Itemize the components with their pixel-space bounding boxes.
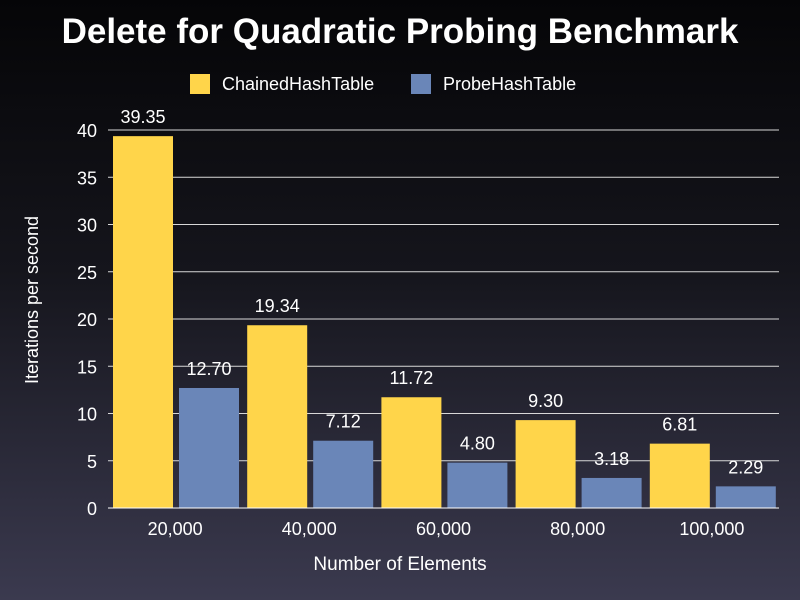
data-label: 12.70 (186, 359, 231, 379)
x-tick-label: 20,000 (148, 519, 203, 539)
y-tick-label: 25 (77, 263, 97, 283)
bars (113, 136, 776, 508)
y-axis-ticks: 0 5 10 15 20 25 30 35 40 (77, 121, 97, 519)
data-label: 11.72 (390, 368, 434, 388)
legend: ChainedHashTable ProbeHashTable (190, 74, 576, 94)
bar-chainedhashtable-3 (515, 420, 576, 508)
y-tick-label: 35 (77, 168, 97, 188)
data-label: 2.29 (728, 457, 763, 477)
data-label: 6.81 (662, 415, 697, 435)
x-tick-label: 80,000 (550, 519, 605, 539)
data-label: 39.35 (120, 107, 165, 127)
bar-probehashtable-4 (715, 486, 776, 508)
x-tick-label: 60,000 (416, 519, 471, 539)
y-tick-label: 0 (87, 499, 97, 519)
bar-probehashtable-0 (179, 387, 239, 508)
x-axis-ticks: 20,000 40,000 60,000 80,000 100,000 (148, 519, 745, 539)
value-labels: 39.35 12.70 19.34 7.12 11.72 4.80 9.30 3.18 6.81… (120, 107, 763, 477)
bar-probehashtable-1 (313, 440, 374, 508)
data-label: 9.30 (528, 391, 563, 411)
x-tick-label: 100,000 (679, 519, 744, 539)
chart-title: Delete for Quadratic Probing Benchmark (61, 12, 739, 51)
legend-swatch-chainedhashtable (190, 74, 210, 94)
y-tick-label: 5 (87, 452, 97, 472)
bar-chainedhashtable-1 (247, 325, 308, 508)
y-tick-label: 40 (77, 121, 97, 141)
y-tick-label: 30 (77, 216, 97, 236)
data-label: 7.12 (326, 412, 361, 432)
data-label: 3.18 (594, 449, 629, 469)
x-axis-label: Number of Elements (313, 554, 486, 575)
y-tick-label: 10 (77, 405, 97, 425)
bar-probehashtable-3 (581, 477, 642, 508)
legend-label-chainedhashtable: ChainedHashTable (222, 74, 374, 94)
data-label: 19.34 (255, 296, 300, 316)
data-label: 4.80 (460, 434, 495, 454)
bar-chainedhashtable-4 (649, 443, 710, 508)
bar-chainedhashtable-2 (381, 397, 442, 508)
legend-label-probehashtable: ProbeHashTable (443, 74, 576, 94)
y-tick-label: 15 (77, 357, 97, 377)
x-tick-label: 40,000 (282, 519, 337, 539)
legend-swatch-probehashtable (411, 74, 431, 94)
bar-probehashtable-2 (447, 462, 508, 508)
y-axis-label: Iterations per second (22, 216, 42, 384)
y-tick-label: 20 (77, 310, 97, 330)
bar-chainedhashtable-0 (113, 136, 173, 508)
